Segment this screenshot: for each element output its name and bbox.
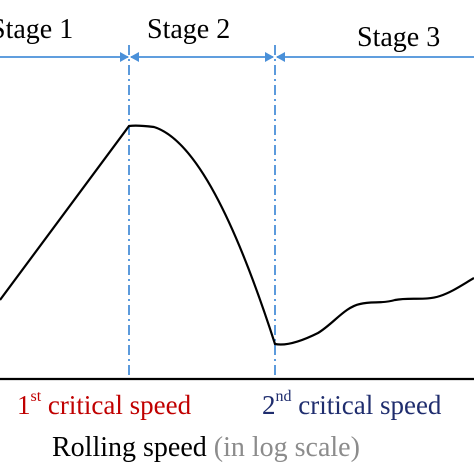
x-axis-label: Rolling speed (in log scale) [52,432,360,464]
first-critical-speed-label: 1st critical speed [17,388,192,421]
second-critical-speed-label: 2nd critical speed [262,388,442,421]
second-critical-ordinal: 2 [262,390,276,420]
first-critical-suffix: st [30,388,42,405]
first-critical-ordinal: 1 [17,390,31,420]
second-critical-suffix: nd [275,388,292,405]
first-critical-text: critical speed [41,390,192,420]
x-axis-title: Rolling speed [52,432,207,463]
stage-3-label: Stage 3 [357,22,441,53]
stage-1-label: Stage 1 [0,14,74,45]
x-axis-scale-note: (in log scale) [213,432,360,463]
response-curve [0,124,474,346]
second-critical-text: critical speed [291,390,442,420]
stage-2-label: Stage 2 [147,14,231,45]
